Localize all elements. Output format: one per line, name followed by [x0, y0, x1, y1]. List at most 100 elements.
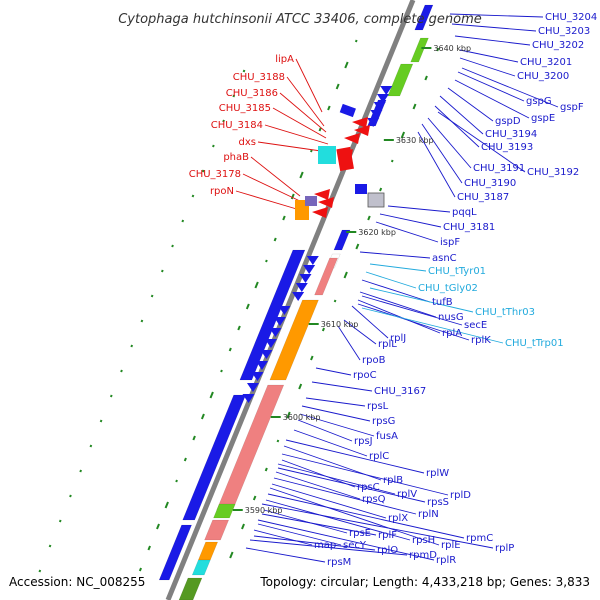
gene-label-chu-ttyr01[interactable]: CHU_tTyr01 [428, 266, 486, 277]
gene-label-chu-3200[interactable]: CHU_3200 [517, 71, 569, 82]
gene-label-chu-3184[interactable]: CHU_3184 [211, 120, 263, 131]
gene-label-gspd[interactable]: gspD [495, 116, 521, 127]
gene-label-tufb[interactable]: tufB [432, 297, 453, 308]
gc-dot [181, 219, 185, 223]
gene-label-rplf[interactable]: rplF [378, 530, 397, 541]
gc-dot [175, 479, 178, 483]
gene-label-rplc[interactable]: rplC [369, 451, 389, 462]
gene-label-rpll[interactable]: rplL [378, 339, 397, 350]
gene-label-rpsg[interactable]: rpsG [372, 416, 395, 427]
connector-line [253, 535, 376, 551]
gene-label-rplk[interactable]: rplK [471, 335, 491, 346]
gene-label-gspg[interactable]: gspG [526, 96, 552, 107]
connector-line [277, 467, 426, 503]
gene-label-rpon[interactable]: rpoN [210, 186, 234, 197]
gene-label-chu-ttrp01[interactable]: CHU_tTrp01 [505, 338, 564, 349]
gene-label-rplo[interactable]: rplO [377, 545, 398, 556]
gc-dot [242, 69, 246, 73]
gene-bar [239, 249, 306, 381]
gene-arrow [352, 117, 368, 128]
gene-arrow [306, 256, 319, 265]
gc-dot [254, 281, 259, 289]
gene-label-rpmd[interactable]: rpmD [409, 550, 437, 561]
gene-label-rpss[interactable]: rpsS [427, 497, 449, 508]
gene-label-chu-3203[interactable]: CHU_3203 [538, 26, 590, 37]
gene-label-rplj[interactable]: rplJ [390, 333, 406, 344]
gene-label-nusg[interactable]: nusG [438, 312, 464, 323]
connector-line [337, 325, 361, 361]
connector-line [311, 381, 373, 392]
gene-label-chu-3188[interactable]: CHU_3188 [233, 72, 285, 83]
gene-label-map[interactable]: map [314, 540, 336, 551]
gene-label-lipa[interactable]: lipA [275, 54, 294, 65]
gene-label-rpob[interactable]: rpoB [362, 355, 386, 366]
gc-dot [343, 271, 348, 279]
gene-label-fusa[interactable]: fusA [376, 431, 398, 442]
gene-label-chu-3202[interactable]: CHU_3202 [532, 40, 584, 51]
gc-dot [273, 237, 277, 242]
gene-label-rpsh[interactable]: rpsH [412, 535, 435, 546]
gene-label-rplx[interactable]: rplX [388, 513, 408, 524]
gene-label-chu-tgly02[interactable]: CHU_tGly02 [418, 283, 478, 294]
gene-bar [414, 4, 434, 31]
gene-label-rplb[interactable]: rplB [383, 475, 403, 486]
gene-label-chu-3185[interactable]: CHU_3185 [219, 103, 271, 114]
gene-label-chu-tthr03[interactable]: CHU_tThr03 [475, 307, 535, 318]
gc-dot [335, 83, 340, 90]
gene-label-pqql[interactable]: pqqL [452, 207, 477, 218]
gc-dot [48, 544, 52, 548]
connector-line [269, 487, 440, 546]
gene-label-phab[interactable]: phaB [223, 152, 249, 163]
gene-label-rpln[interactable]: rplN [418, 509, 439, 520]
gene-label-rpse[interactable]: rpsE [349, 528, 371, 539]
connector-line [437, 111, 526, 173]
gene-label-rpsq[interactable]: rpsQ [362, 494, 386, 505]
gc-dot [400, 131, 406, 139]
gene-label-rplv[interactable]: rplV [397, 489, 417, 500]
connector-line [257, 519, 435, 561]
gene-label-asnc[interactable]: asnC [432, 253, 457, 264]
gene-label-rpsl[interactable]: rpsL [367, 401, 389, 412]
gene-label-rpmc[interactable]: rpmC [466, 533, 493, 544]
gene-label-dxs[interactable]: dxs [239, 137, 256, 148]
gene-label-chu-3193[interactable]: CHU_3193 [481, 142, 533, 153]
gene-label-rpsc[interactable]: rpsC [357, 482, 380, 493]
gc-dot [252, 495, 257, 501]
gene-label-rpld[interactable]: rplD [450, 490, 471, 501]
gene-label-secy[interactable]: secY [343, 540, 367, 551]
gc-dot [298, 383, 303, 390]
gene-label-rplp[interactable]: rplP [495, 543, 514, 554]
gene-label-gspf[interactable]: gspF [560, 102, 584, 113]
gene-bar [178, 577, 203, 600]
gene-label-ispf[interactable]: ispF [440, 237, 460, 248]
gene-label-chu-3201[interactable]: CHU_3201 [520, 57, 572, 68]
gene-label-rpla[interactable]: rplA [442, 328, 462, 339]
gene-bar [305, 196, 317, 206]
gene-label-chu-3204[interactable]: CHU_3204 [545, 12, 597, 23]
gene-label-rple[interactable]: rplE [441, 540, 461, 551]
connector-line [459, 49, 519, 63]
gene-label-rpsm[interactable]: rpsM [327, 557, 351, 568]
gene-label-chu-3178[interactable]: CHU_3178 [189, 169, 241, 180]
gene-label-gspe[interactable]: gspE [531, 113, 555, 124]
gene-label-chu-3187[interactable]: CHU_3187 [457, 192, 509, 203]
gene-label-rpoc[interactable]: rpoC [353, 370, 377, 381]
gene-label-rplr[interactable]: rplR [436, 555, 456, 566]
gene-label-chu-3181[interactable]: CHU_3181 [443, 222, 495, 233]
gc-dot [69, 494, 72, 498]
gene-label-chu-3190[interactable]: CHU_3190 [464, 178, 516, 189]
gc-dot [286, 411, 291, 419]
gc-dot [164, 501, 169, 509]
connector-line [379, 213, 442, 228]
gene-label-chu-3167[interactable]: CHU_3167 [374, 386, 426, 397]
gene-label-sece[interactable]: secE [464, 320, 487, 331]
gene-label-rplw[interactable]: rplW [426, 468, 449, 479]
gene-label-chu-3186[interactable]: CHU_3186 [226, 88, 278, 99]
gene-bar [333, 229, 351, 251]
gene-label-chu-3194[interactable]: CHU_3194 [485, 129, 537, 140]
gene-label-chu-3191[interactable]: CHU_3191 [473, 163, 525, 174]
gene-label-rpsj[interactable]: rpsJ [354, 436, 373, 447]
gene-arrow [344, 133, 360, 144]
gene-label-chu-3192[interactable]: CHU_3192 [527, 167, 579, 178]
connector-line [457, 71, 525, 102]
